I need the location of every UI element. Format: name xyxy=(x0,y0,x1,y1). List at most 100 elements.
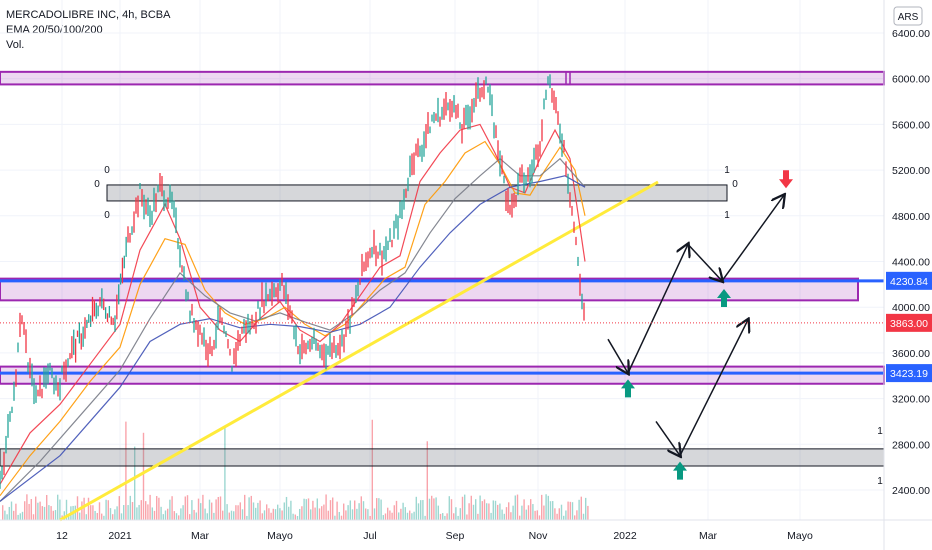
volume-bar xyxy=(362,501,365,520)
volume-bar xyxy=(173,511,175,520)
volume-bar xyxy=(226,504,228,520)
volume-bar xyxy=(367,509,369,520)
volume-bar xyxy=(505,507,508,520)
currency-label: ARS xyxy=(898,12,919,23)
volume-bar xyxy=(178,515,180,520)
volume-indicator-label[interactable]: Vol. xyxy=(6,39,25,51)
volume-bar xyxy=(521,505,523,520)
volume-bar xyxy=(582,513,585,520)
symbol-title[interactable]: MERCADOLIBRE INC, 4h, BCBA xyxy=(6,9,171,21)
volume-bar xyxy=(534,510,536,520)
volume-bar xyxy=(26,494,28,520)
volume-bar xyxy=(270,512,272,520)
y-tick-label: 2800.00 xyxy=(892,439,930,451)
volume-bar xyxy=(442,513,444,520)
price-label-box xyxy=(886,364,932,383)
volume-bar xyxy=(514,495,516,520)
volume-bar xyxy=(85,514,87,520)
y-tick-label: 4800.00 xyxy=(892,211,930,223)
volume-bar xyxy=(373,508,376,520)
volume-bar xyxy=(109,508,112,520)
volume-bar xyxy=(6,514,8,520)
volume-bar xyxy=(567,501,569,520)
volume-bar xyxy=(8,506,10,520)
volume-bar xyxy=(105,499,107,520)
volume-bar xyxy=(136,507,138,520)
volume-bar xyxy=(118,496,120,520)
volume-bar xyxy=(585,497,587,520)
volume-bar xyxy=(580,496,582,520)
volume-bar xyxy=(28,503,30,520)
volume-bar xyxy=(180,508,182,520)
volume-bar xyxy=(281,510,283,520)
volume-bar xyxy=(536,510,538,520)
volume-bar xyxy=(213,512,215,520)
price-label: 3423.19 xyxy=(890,368,928,380)
volume-bar xyxy=(261,513,263,520)
volume-bar xyxy=(235,505,237,520)
volume-bar xyxy=(191,500,193,520)
volume-bar xyxy=(369,515,371,520)
volume-bar xyxy=(114,509,116,520)
volume-bar xyxy=(125,421,127,520)
volume-bar xyxy=(186,495,189,520)
volume-bar xyxy=(68,515,70,520)
y-tick-label: 4000.00 xyxy=(892,302,930,314)
volume-bar xyxy=(446,513,448,520)
volume-bar xyxy=(127,505,129,520)
volume-bar xyxy=(140,500,142,520)
volume-bar xyxy=(439,513,442,520)
volume-bar xyxy=(21,511,24,520)
volume-bar xyxy=(120,513,123,520)
yellow-trendline xyxy=(59,180,659,522)
volume-bar xyxy=(215,499,217,520)
volume-bar xyxy=(158,497,160,520)
volume-bar xyxy=(448,496,450,520)
volume-bar xyxy=(316,498,318,520)
fib-label: 1 xyxy=(724,210,730,221)
volume-bar xyxy=(552,501,554,520)
volume-bar xyxy=(310,509,312,520)
volume-bar xyxy=(488,503,490,520)
volume-bar xyxy=(145,501,147,520)
volume-bar xyxy=(189,514,191,520)
volume-bar xyxy=(490,512,492,520)
fib-label: 1 xyxy=(877,476,883,487)
x-tick-label: 12 xyxy=(56,530,68,542)
volume-bar xyxy=(547,495,549,520)
volume-bar xyxy=(532,504,534,520)
volume-bar xyxy=(200,503,202,520)
volume-bar xyxy=(13,510,15,520)
volume-bar xyxy=(481,501,483,520)
x-tick-label: Sep xyxy=(446,530,465,542)
volume-bar xyxy=(131,502,134,520)
volume-bar xyxy=(332,497,334,520)
volume-bar xyxy=(455,507,457,520)
volume-bar xyxy=(255,507,257,520)
volume-bar xyxy=(182,505,184,520)
volume-bar xyxy=(543,505,545,520)
volume-bar xyxy=(343,503,345,520)
volume-bar xyxy=(508,502,510,520)
volume-bar xyxy=(184,496,186,520)
volume-bar xyxy=(65,499,68,520)
volume-bar xyxy=(147,504,149,520)
volume-bar xyxy=(420,500,422,520)
volume-bar xyxy=(241,509,244,520)
volume-bar xyxy=(134,446,136,520)
volume-bar xyxy=(492,500,494,520)
volume-bar xyxy=(428,498,431,520)
volume-bar xyxy=(365,508,367,520)
volume-bar xyxy=(314,507,316,520)
volume-bar xyxy=(156,496,158,520)
x-tick-label: Nov xyxy=(529,530,548,542)
volume-bar xyxy=(501,509,503,520)
volume-bar xyxy=(116,506,118,520)
volume-bar xyxy=(224,427,226,520)
volume-bar xyxy=(417,503,420,520)
volume-bar xyxy=(193,509,195,520)
volume-bar xyxy=(483,499,486,520)
volume-bar xyxy=(486,503,488,520)
